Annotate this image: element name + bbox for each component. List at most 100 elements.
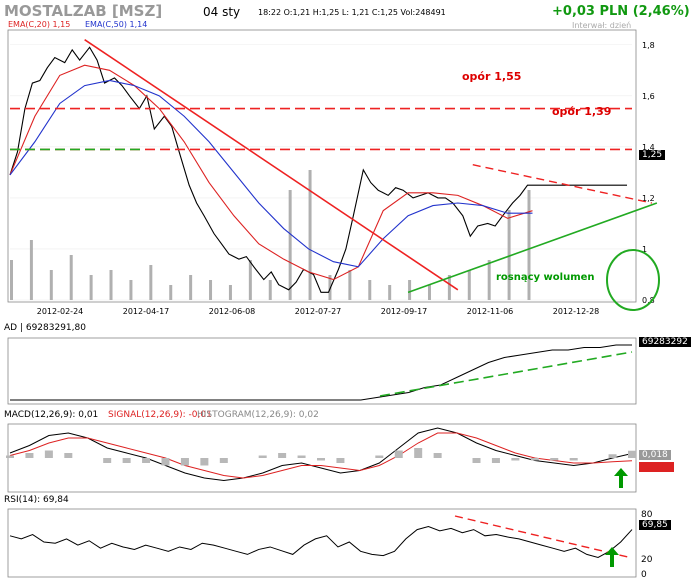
histogram-bar <box>511 458 520 461</box>
volume-bar <box>388 285 392 300</box>
macd-title: MACD(12,26,9): 0,01 <box>4 410 99 420</box>
ema50-line <box>9 79 533 268</box>
histogram-bar <box>336 458 345 463</box>
signal-line <box>9 432 633 479</box>
ticker-title: MOSTALZAB [MSZ] <box>4 2 163 20</box>
volume-bar <box>129 280 133 300</box>
volume-bar <box>69 255 73 300</box>
ad-line <box>10 344 632 401</box>
price-y-tick: 1,6 <box>642 92 655 101</box>
price-lines <box>9 46 628 293</box>
histogram-bar <box>122 458 131 463</box>
histogram-bar <box>394 450 403 458</box>
volume-bar <box>527 190 531 300</box>
volume-bar <box>308 170 312 300</box>
histogram-bar <box>44 450 53 458</box>
ad-trend-line <box>379 351 633 397</box>
macd-lines <box>6 427 636 482</box>
volume-bar <box>268 280 272 300</box>
volume-bar <box>427 285 431 300</box>
histogram-bar <box>530 458 539 461</box>
x-tick: 2012-06-08 <box>209 307 256 316</box>
price-y-tick: 1 <box>642 245 647 254</box>
rsi-last-value: 69,85 <box>639 520 671 530</box>
uptrend-line <box>407 202 658 294</box>
close-line <box>9 46 628 293</box>
x-tick-labels: 2012-02-24 2012-04-17 2012-06-08 2012-07-27… <box>37 307 600 316</box>
histogram-bar <box>297 455 306 458</box>
trend-lines <box>84 38 658 294</box>
volume-bars <box>10 170 531 300</box>
rsi-arrow-icon <box>605 547 619 567</box>
macd-last-value: 0,018 <box>639 450 671 460</box>
volume-bar <box>109 270 113 300</box>
volume-bar <box>487 260 491 300</box>
histogram-bar <box>161 458 170 466</box>
x-tick: 2012-07-27 <box>295 307 342 316</box>
histogram-bar <box>278 453 287 458</box>
rsi-title: RSI(14): 69,84 <box>4 495 69 505</box>
price-panel-frame <box>7 29 637 303</box>
volume-bar <box>228 285 232 300</box>
ad-last-value: 69283292 <box>639 337 691 347</box>
histogram-bar <box>491 458 500 463</box>
ema50-legend: EMA(C,50) 1,14 <box>85 20 148 29</box>
ad-lines <box>10 344 633 401</box>
x-tick: 2012-12-28 <box>553 307 600 316</box>
price-grid <box>10 44 632 301</box>
resistance-label-139: opór 1,39 <box>552 105 612 118</box>
change-label: +0,03 PLN (2,46%) <box>552 4 690 19</box>
volume-bar <box>248 260 252 300</box>
price-last-value: 1,25 <box>639 150 666 160</box>
rsi-tick-20: 20 <box>641 555 653 565</box>
y-tick-labels: 0,8 1 1,2 1,4 1,6 1,8 <box>642 41 655 305</box>
volume-bar <box>209 280 213 300</box>
downtrend-line <box>84 38 459 291</box>
volume-bar <box>368 280 372 300</box>
volume-bar <box>169 285 173 300</box>
volume-bar <box>507 210 511 300</box>
volume-bar <box>408 280 412 300</box>
macd-arrow-icon <box>614 468 628 488</box>
histogram-bar <box>569 458 578 461</box>
volume-bar <box>89 275 93 300</box>
resistance-label-155: opór 1,55 <box>462 70 522 83</box>
histogram-bar <box>414 448 423 458</box>
histogram-bar <box>375 455 384 458</box>
histogram-title: HISTOGRAM(12,26,9): 0,02 <box>197 410 319 420</box>
volume-bar <box>189 275 193 300</box>
rsi-trend-line <box>454 515 633 559</box>
signal-title: SIGNAL(12,26,9): -0,01 <box>108 410 212 420</box>
histogram-bar <box>219 458 228 463</box>
histogram-bar <box>25 453 34 458</box>
histogram-bar <box>64 453 73 458</box>
volume-bar <box>288 190 292 300</box>
date-label: 04 sty <box>203 5 241 19</box>
histogram-bar <box>628 450 636 458</box>
interval-label: Interwał: dzień <box>572 21 632 30</box>
histogram-bar <box>258 455 267 458</box>
histogram-bar <box>103 458 112 463</box>
histogram-bar <box>472 458 481 463</box>
volume-bar <box>447 275 451 300</box>
ad-panel-frame <box>7 337 637 405</box>
histogram-bar <box>142 458 151 463</box>
x-tick: 2012-09-17 <box>381 307 428 316</box>
histogram-bar <box>550 458 559 461</box>
histogram-bar <box>6 455 14 458</box>
resistance-lines <box>10 107 632 151</box>
volume-bar <box>29 240 33 300</box>
x-tick: 2012-04-17 <box>123 307 170 316</box>
volume-bar <box>49 270 53 300</box>
ema20-line <box>9 64 533 281</box>
x-tick: 2012-02-24 <box>37 307 84 316</box>
histogram-bar <box>200 458 209 466</box>
price-y-tick: 1,2 <box>642 194 655 203</box>
volume-annotation-circle <box>606 249 660 311</box>
quote-info: 18:22 O:1,21 H:1,25 L: 1,21 C:1,25 Vol:2… <box>258 8 446 17</box>
rsi-tick-80: 80 <box>641 510 653 520</box>
volume-bar <box>348 270 352 300</box>
volume-bar <box>467 270 471 300</box>
macd-line <box>9 427 633 482</box>
volume-bar <box>10 260 13 300</box>
